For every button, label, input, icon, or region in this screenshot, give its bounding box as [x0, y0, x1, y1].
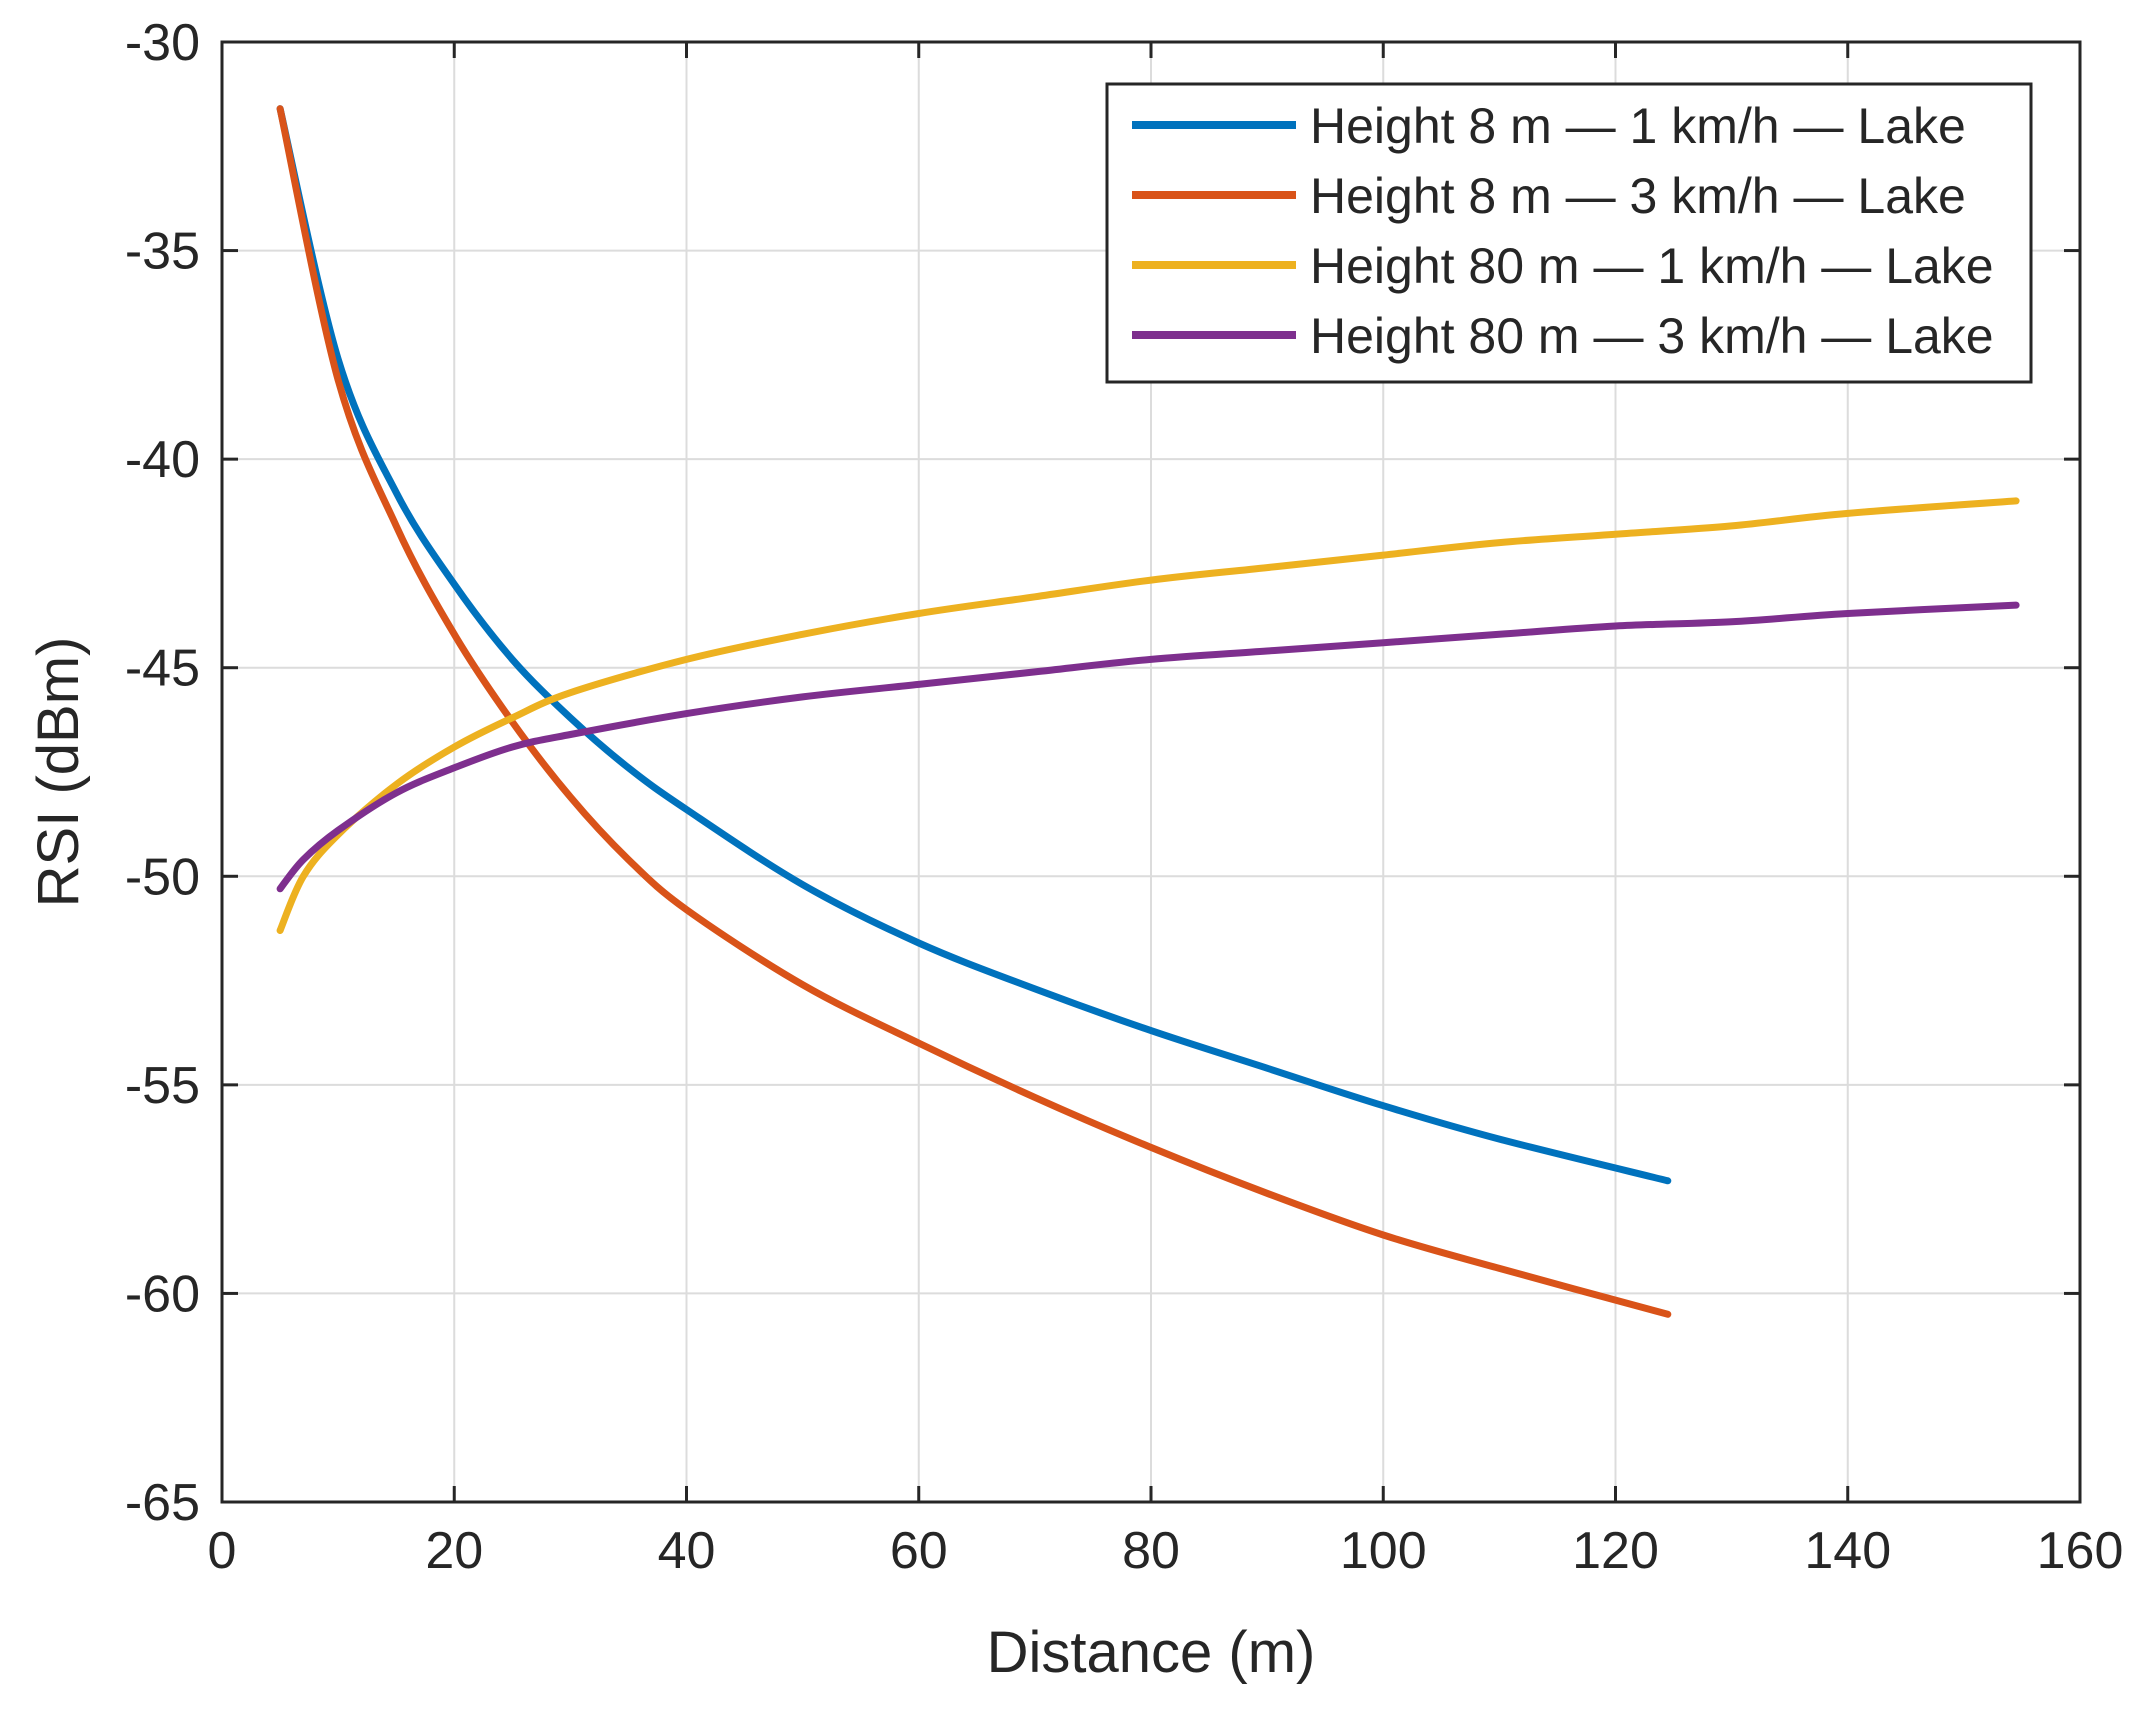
legend-label-2: Height 8 m — 3 km/h — Lake [1310, 168, 1966, 224]
x-tick-label: 140 [1804, 1522, 1891, 1580]
x-axis-label: Distance (m) [987, 1620, 1316, 1685]
series-line-4 [276, 601, 2020, 893]
series-line-2 [276, 105, 1672, 1318]
series-line-1 [276, 105, 1672, 1185]
x-tick-labels: 0 20 40 60 80 100 120 140 160 [208, 1522, 2124, 1580]
x-tick-label: 20 [425, 1522, 483, 1580]
y-tick-label: -35 [125, 223, 200, 281]
y-tick-label: -50 [125, 848, 200, 906]
x-tick-label: 120 [1572, 1522, 1659, 1580]
series-line-3 [276, 497, 2020, 934]
legend: Height 8 m — 1 km/h — Lake Height 8 m — 3… [1105, 82, 2033, 384]
x-tick-label: 100 [1340, 1522, 1427, 1580]
legend-label-1: Height 8 m — 1 km/h — Lake [1310, 98, 1966, 154]
legend-label-4: Height 80 m — 3 km/h — Lake [1310, 308, 1994, 364]
y-tick-label: -40 [125, 431, 200, 489]
y-tick-label: -30 [125, 14, 200, 72]
ticks [220, 40, 2082, 1504]
y-tick-label: -60 [125, 1265, 200, 1323]
legend-label-3: Height 80 m — 1 km/h — Lake [1310, 238, 1994, 294]
x-tick-label: 60 [890, 1522, 948, 1580]
series-group [276, 105, 2020, 1318]
x-tick-label: 0 [208, 1522, 237, 1580]
x-tick-label: 160 [2037, 1522, 2124, 1580]
y-tick-label: -65 [125, 1474, 200, 1532]
y-tick-label: -45 [125, 640, 200, 698]
x-tick-label: 40 [658, 1522, 716, 1580]
x-tick-label: 80 [1122, 1522, 1180, 1580]
y-axis-label: RSI (dBm) [26, 637, 91, 908]
y-tick-labels: -65 -60 -55 -50 -45 -40 -35 -30 [125, 14, 200, 1532]
y-tick-label: -55 [125, 1057, 200, 1115]
